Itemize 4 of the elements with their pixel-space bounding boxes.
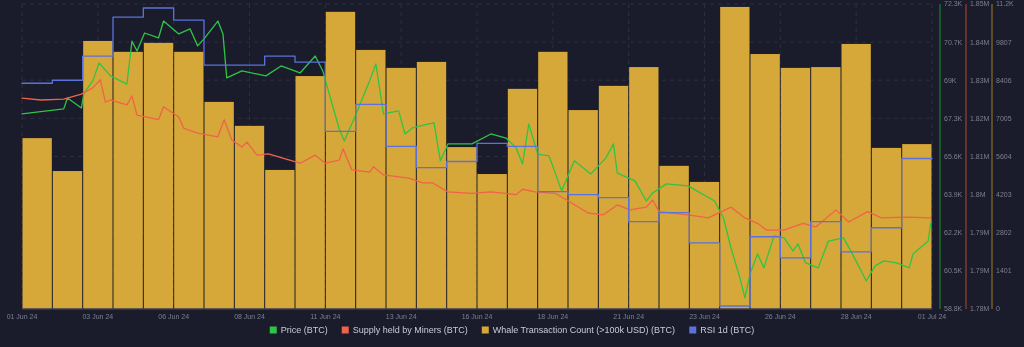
- legend-label: Supply held by Miners (BTC): [352, 325, 468, 336]
- legend-label: Whale Transaction Count (>100k USD) (BTC): [492, 325, 676, 336]
- legend-label: Price (BTC): [280, 325, 328, 336]
- legend-label: RSI 1d (BTC): [700, 325, 755, 336]
